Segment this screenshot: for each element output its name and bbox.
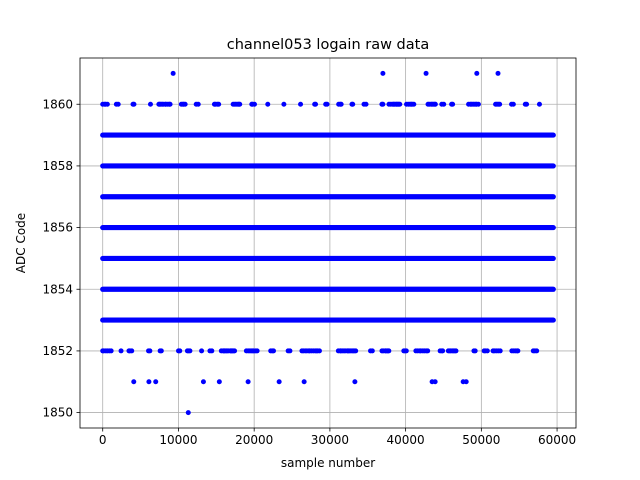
- data-point-1860: [324, 101, 330, 107]
- data-point-1852: [199, 348, 205, 354]
- x-tick-label: 30000: [311, 433, 349, 447]
- data-point: [170, 70, 176, 76]
- data-point-1860: [251, 101, 257, 107]
- data-point-1852: [386, 348, 392, 354]
- data-point: [380, 70, 386, 76]
- data-point: [153, 379, 159, 385]
- data-point: [495, 70, 501, 76]
- data-point-1860: [363, 101, 369, 107]
- x-tick-label: 10000: [159, 433, 197, 447]
- data-point-1860: [380, 101, 386, 107]
- data-point-1860: [350, 101, 356, 107]
- y-tick-label: 1854: [42, 282, 73, 296]
- data-point: [185, 410, 191, 416]
- data-point-1860: [536, 101, 542, 107]
- data-point: [463, 379, 469, 385]
- data-point-1860: [510, 101, 516, 107]
- data-point-1860: [167, 101, 173, 107]
- data-point-1860: [147, 101, 153, 107]
- data-point-1860: [104, 101, 110, 107]
- data-point-1852: [129, 348, 135, 354]
- data-point: [200, 379, 206, 385]
- data-point: [276, 379, 282, 385]
- data-point-1852: [353, 348, 359, 354]
- data-point-1860: [524, 101, 530, 107]
- x-tick-label: 40000: [387, 433, 425, 447]
- data-point-1860: [432, 101, 438, 107]
- data-point-1852: [118, 348, 124, 354]
- data-point-1860: [338, 101, 344, 107]
- data-point-1852: [147, 348, 153, 354]
- data-point-1860: [313, 101, 319, 107]
- data-point-1852: [316, 348, 322, 354]
- x-axis-label: sample number: [281, 456, 375, 470]
- data-point-1852: [254, 348, 260, 354]
- y-tick-label: 1860: [42, 97, 73, 111]
- data-point-1860: [298, 101, 304, 107]
- data-point-1860: [265, 101, 271, 107]
- data-point-1860: [237, 101, 243, 107]
- data-point-1852: [158, 348, 164, 354]
- data-point: [245, 379, 251, 385]
- data-point-1852: [177, 348, 183, 354]
- y-tick-label: 1858: [42, 159, 73, 173]
- data-point: [131, 379, 137, 385]
- data-point-1852: [187, 348, 193, 354]
- data-point-1852: [534, 348, 540, 354]
- data-point: [432, 379, 438, 385]
- y-tick-label: 1850: [42, 406, 73, 420]
- x-tick-label: 0: [99, 433, 107, 447]
- y-tick-label: 1856: [42, 221, 73, 235]
- data-point-1852: [108, 348, 114, 354]
- data-point-1852: [209, 348, 215, 354]
- x-tick-label: 60000: [538, 433, 576, 447]
- data-point-1860: [411, 101, 417, 107]
- x-tick-label: 50000: [462, 433, 500, 447]
- y-tick-label: 1852: [42, 344, 73, 358]
- plot-area: [80, 58, 576, 428]
- data-point-1852: [484, 348, 490, 354]
- data-point: [423, 70, 429, 76]
- data-point-1860: [450, 101, 456, 107]
- data-point-1860: [182, 101, 188, 107]
- chart-title: channel053 logain raw data: [227, 37, 429, 53]
- data-point-1852: [515, 348, 521, 354]
- data-point-1860: [497, 101, 503, 107]
- data-point-1852: [425, 348, 431, 354]
- axes-frame: [79, 57, 577, 429]
- data-point-1860: [115, 101, 121, 107]
- data-point: [474, 70, 480, 76]
- data-point-1860: [475, 101, 481, 107]
- data-point-1860: [281, 101, 287, 107]
- data-point-1860: [195, 101, 201, 107]
- ticks: 0 10000 20000 30000 40000 50000 60000 1850 1852 1…: [42, 97, 576, 447]
- data-point-1852: [287, 348, 293, 354]
- data-points: [100, 70, 556, 416]
- data-point-1852: [369, 348, 375, 354]
- data-point-1852: [232, 348, 238, 354]
- y-axis-label: ADC Code: [14, 213, 28, 273]
- data-point-1860: [216, 101, 222, 107]
- data-point-1852: [271, 348, 277, 354]
- data-point-1852: [440, 348, 446, 354]
- data-point-1860: [131, 101, 137, 107]
- data-point: [301, 379, 307, 385]
- data-point: [352, 379, 358, 385]
- data-point-1852: [403, 348, 409, 354]
- x-tick-label: 20000: [235, 433, 273, 447]
- data-point: [216, 379, 222, 385]
- data-point: [146, 379, 152, 385]
- data-point-1860: [397, 101, 403, 107]
- data-point-1852: [497, 348, 503, 354]
- data-point-1860: [441, 101, 447, 107]
- data-point-1852: [453, 348, 459, 354]
- data-point-1852: [472, 348, 478, 354]
